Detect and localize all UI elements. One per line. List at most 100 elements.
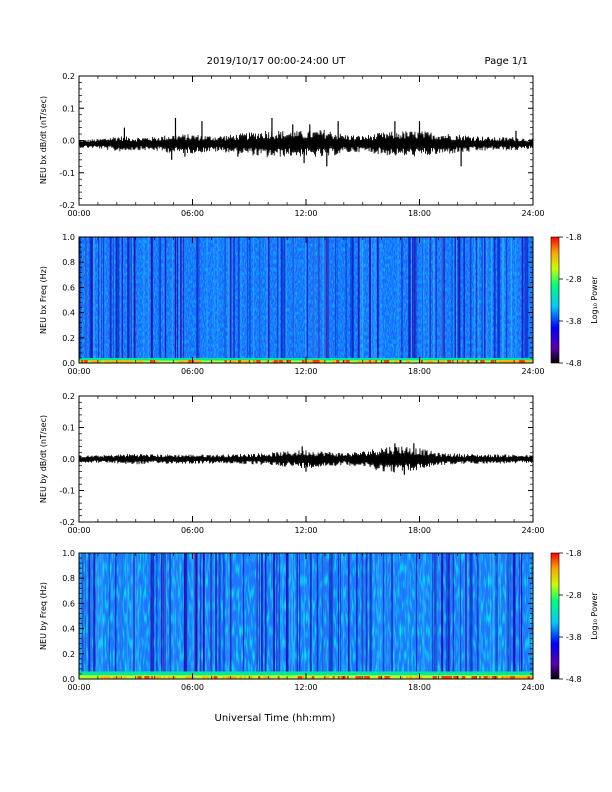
spectrogram-stripe <box>476 237 477 363</box>
colorbar: -1.8 -2.8 -3.8 -4.8 Log₁₀ Power <box>550 549 599 684</box>
spectrogram-stripe <box>85 553 87 679</box>
spectrogram-stripe <box>169 553 171 679</box>
spectrogram-stripe <box>151 553 154 679</box>
spectrogram-hotspot <box>248 676 253 679</box>
y-tick-label: 0.2 <box>62 392 75 401</box>
spectrogram-stripe <box>322 237 324 363</box>
spectrogram-stripe <box>224 237 226 363</box>
spectrogram-stripe <box>90 553 92 679</box>
spectrogram-hotspot <box>103 676 106 679</box>
spectrogram-stripe <box>277 237 280 363</box>
colorbar-tick-label: -3.8 <box>566 317 582 326</box>
spectrogram-stripe <box>421 237 423 363</box>
spectrogram-hotspot <box>213 676 218 679</box>
spectrogram-stripe <box>506 237 508 363</box>
spectrogram-stripe <box>163 553 166 679</box>
spectrogram-hotspot <box>393 360 398 363</box>
spectrogram-stripe <box>365 553 368 679</box>
spectrogram-stripe <box>492 553 494 679</box>
spectrogram-hotspot <box>287 360 292 363</box>
spectrogram-hotspot <box>311 676 315 679</box>
spectrogram-stripe <box>191 553 193 679</box>
spectrogram-stripe <box>115 237 118 363</box>
spectrogram-hotspot <box>309 360 313 363</box>
spectrogram-hotspot <box>202 676 206 679</box>
spectrogram-hotspot <box>107 676 111 679</box>
spectrogram-hotspot <box>144 676 149 679</box>
spectrogram-stripe <box>109 237 112 363</box>
y-tick-label: 1.0 <box>62 233 75 242</box>
spectrogram-stripe <box>260 553 263 679</box>
spectrogram-hotspot <box>510 676 514 679</box>
spectrogram-stripe <box>370 237 372 363</box>
spectrogram-stripe <box>278 237 280 363</box>
spectrogram-stripe <box>386 553 388 679</box>
spectrogram-hotspot <box>163 676 166 679</box>
spectrogram-hotspot <box>258 676 261 679</box>
spectrogram-stripe <box>509 553 511 679</box>
y-tick-label: 0.4 <box>62 625 75 634</box>
spectrogram-stripe <box>454 237 456 363</box>
spectrogram-stripe <box>198 237 200 363</box>
spectrogram-stripe <box>312 237 315 363</box>
spectrogram-stripe <box>490 553 492 679</box>
spectrogram-stripe <box>336 237 338 363</box>
panel-by-dbdt: 0.2 0.1 0.0 -0.1 -0.200:00 06:00 12:00 18:00 24:… <box>39 392 545 535</box>
spectrogram-stripe <box>288 553 290 679</box>
spectrogram-stripe <box>282 553 284 679</box>
spectrogram-stripe <box>499 553 501 679</box>
spectrogram-stripe <box>109 553 110 679</box>
spectrogram-hotspot <box>519 676 525 679</box>
spectrogram-hotspot <box>245 360 248 363</box>
spectrogram-stripe <box>422 553 424 679</box>
spectrogram-hotspot <box>528 360 530 363</box>
spectrogram-hotspot <box>124 360 129 363</box>
colorbar-tick-label: -2.8 <box>566 591 582 600</box>
spectrogram-stripe <box>482 237 484 363</box>
spectrogram-stripe <box>180 237 182 363</box>
spectrogram-stripe <box>465 553 467 679</box>
x-tick-label: 24:00 <box>521 209 544 218</box>
x-tick-label: 06:00 <box>181 683 204 692</box>
spectrogram-stripe <box>310 553 312 679</box>
spectrogram-hotspot <box>115 360 120 363</box>
colorbar-label: Log₁₀ Power <box>590 592 599 640</box>
spectrogram-hotspot <box>138 676 142 679</box>
series-line <box>78 446 534 473</box>
spectrogram-stripe <box>121 553 123 679</box>
spectrogram-stripe <box>246 237 249 363</box>
spectrogram-hotspot <box>365 360 370 363</box>
spectrogram-hotspot <box>508 360 514 363</box>
spectrogram-hotspot <box>137 360 141 363</box>
spectrogram-hotspot <box>459 360 463 363</box>
spectrogram-hotspot <box>120 360 124 363</box>
spectrogram-stripe <box>482 237 484 363</box>
spectrogram-hotspot <box>433 676 437 679</box>
spectrogram-hotspot <box>154 676 157 679</box>
spectrogram-hotspot <box>265 360 269 363</box>
spectrogram-stripe <box>360 237 362 363</box>
spectrogram-stripe <box>375 237 377 363</box>
spectrogram-stripe <box>331 553 334 679</box>
spectrogram-stripe <box>350 237 352 363</box>
spectrogram-hotspot <box>462 676 465 679</box>
spectrogram-stripe <box>196 237 199 363</box>
spectrogram-stripe <box>130 237 132 363</box>
spectrogram-stripe <box>82 553 84 679</box>
x-tick-label: 12:00 <box>294 367 317 376</box>
spectrogram-stripe <box>276 237 278 363</box>
spectrogram-stripe <box>127 237 129 363</box>
spectrogram-hotspot <box>420 360 424 363</box>
spectrogram-hotspot <box>306 360 311 363</box>
spectrogram-stripe <box>521 237 524 363</box>
spectrogram-hotspot <box>332 360 336 363</box>
spectrogram-stripe <box>503 237 505 363</box>
spectrogram-hotspot <box>515 360 519 363</box>
spectrogram-stripe <box>414 237 416 363</box>
spectrogram-stripe <box>184 553 187 679</box>
spectrogram-stripe <box>470 237 472 363</box>
y-tick-label: 0.0 <box>62 455 75 464</box>
spectrogram-stripe <box>151 237 153 363</box>
spectrogram-hotspot <box>319 360 324 363</box>
spectrogram-stripe <box>91 237 94 363</box>
